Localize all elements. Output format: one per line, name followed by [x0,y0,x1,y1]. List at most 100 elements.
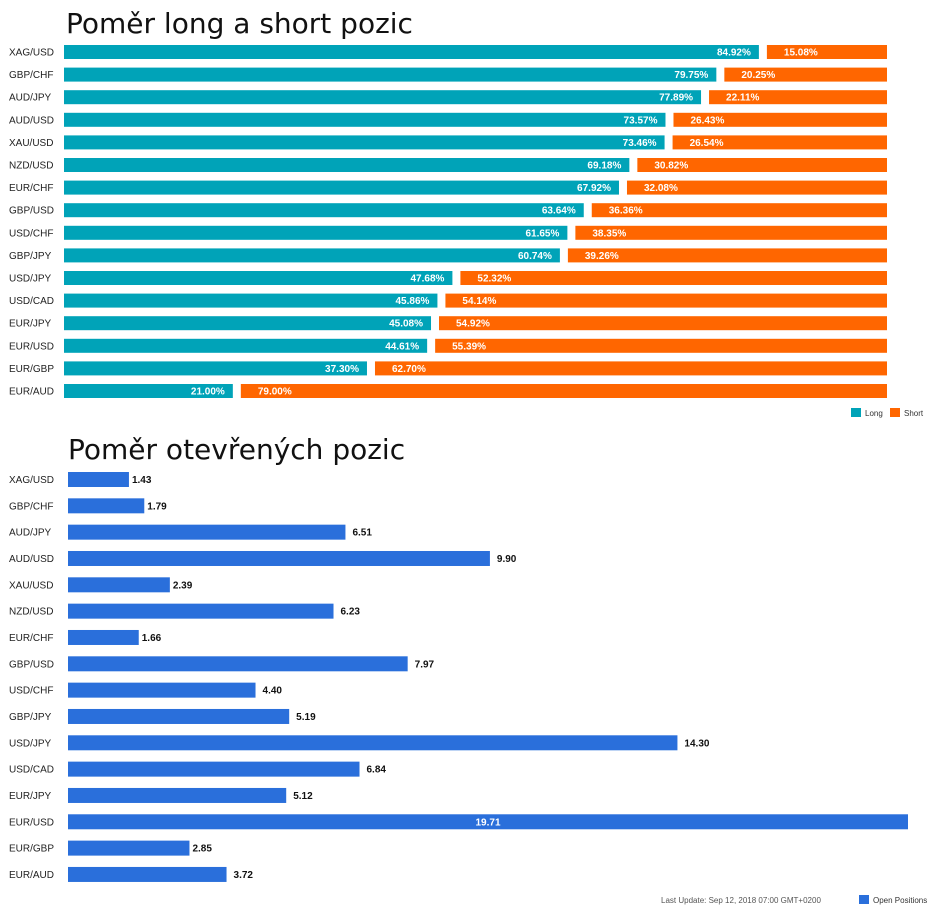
open-positions-value-label: 19.71 [475,817,500,828]
category-label: EUR/GBP [9,844,54,855]
open-positions-bar [68,498,145,514]
short-value-label: 30.82% [654,161,688,172]
open-positions-bar [68,814,908,830]
long-value-label: 73.46% [623,138,657,149]
open-positions-bar [68,840,190,856]
short-bar [435,338,887,353]
category-label: EUR/AUD [9,870,54,881]
long-value-label: 47.68% [410,274,444,285]
category-label: AUD/JPY [9,528,52,539]
category-label: EUR/JPY [9,791,52,802]
open-positions-value-label: 2.85 [192,844,212,855]
category-label: GBP/USD [9,659,54,670]
long-bar [64,271,453,285]
short-bar [709,90,887,105]
short-bar [460,271,887,285]
category-label: EUR/USD [9,341,54,352]
category-label: EUR/CHF [9,633,53,644]
category-label: GBP/JPY [9,251,52,262]
open-positions-value-label: 1.43 [132,475,152,486]
open-positions-value-label: 7.97 [415,659,435,670]
short-value-label: 55.39% [452,341,486,352]
short-value-label: 15.08% [784,48,818,59]
category-label: GBP/CHF [9,70,53,81]
short-value-label: 62.70% [392,364,426,375]
long-short-legend: Long Short [851,408,924,418]
long-bar [64,67,717,82]
short-value-label: 20.25% [741,70,775,81]
open-positions-bar [68,524,346,540]
category-label: AUD/USD [9,554,54,565]
open-positions-bar [68,682,256,698]
long-value-label: 79.75% [674,70,708,81]
open-positions-value-label: 6.84 [367,765,387,776]
long-value-label: 69.18% [587,161,621,172]
long-bar [64,384,233,398]
open-positions-bar [68,735,678,751]
category-label: NZD/USD [9,607,53,618]
legend-label-short: Short [904,409,924,418]
open-positions-bar [68,603,334,619]
open-positions-bar [68,656,408,672]
short-value-label: 39.26% [585,251,619,262]
category-label: NZD/USD [9,161,53,172]
open-positions-value-label: 3.72 [234,870,254,881]
long-bar [64,248,560,263]
category-label: GBP/CHF [9,501,53,512]
long-bar [64,316,432,331]
category-label: USD/CHF [9,686,53,697]
open-positions-bar [68,550,490,566]
short-bar [575,225,887,240]
long-value-label: 61.65% [525,228,559,239]
short-bar [445,293,887,308]
short-bar [591,203,887,218]
long-bar [64,45,759,59]
short-value-label: 52.32% [477,274,511,285]
legend-label-long: Long [865,409,883,418]
category-label: XAU/USD [9,580,53,591]
short-bar [673,112,887,127]
legend-swatch-short [890,408,900,417]
long-bar [64,225,568,240]
legend-swatch-long [851,408,861,417]
long-bar [64,158,630,172]
long-value-label: 60.74% [518,251,552,262]
short-value-label: 79.00% [258,387,292,398]
long-value-label: 73.57% [624,115,658,126]
long-bar [64,203,584,218]
short-bar [374,361,887,376]
short-value-label: 32.08% [644,183,678,194]
category-label: AUD/JPY [9,93,52,104]
category-label: USD/CAD [9,296,54,307]
long-value-label: 21.00% [191,387,225,398]
open-positions-bar [68,472,129,487]
open-positions-value-label: 4.40 [263,686,283,697]
long-value-label: 77.89% [659,93,693,104]
category-label: EUR/USD [9,817,54,828]
short-value-label: 38.35% [592,228,626,239]
open-positions-bar [68,708,290,724]
long-value-label: 45.86% [396,296,430,307]
category-label: EUR/AUD [9,387,54,398]
legend-label-open-positions: Open Positions [873,896,927,905]
open-positions-value-label: 5.12 [293,791,313,802]
open-positions-chart-title: Poměr otevřených pozic [68,433,405,466]
short-value-label: 36.36% [609,206,643,217]
short-bar [766,45,887,59]
long-bar [64,90,702,105]
open-positions-value-label: 6.23 [341,607,361,618]
open-positions-value-label: 6.51 [352,528,372,539]
long-bar [64,338,428,353]
open-positions-value-label: 2.39 [173,580,193,591]
open-positions-bar [68,577,170,593]
category-label: XAG/USD [9,475,54,486]
long-bar [64,112,666,127]
category-label: EUR/JPY [9,319,52,330]
open-positions-legend: Open Positions [859,895,927,905]
category-label: EUR/GBP [9,364,54,375]
long-value-label: 45.08% [389,319,423,330]
long-short-ratio-chart: XAG/USD 84.92% 15.08% GBP/CHF 79.75% 20.25% AU… [9,45,887,398]
short-bar [439,316,887,331]
category-label: XAU/USD [9,138,53,149]
long-value-label: 84.92% [717,48,751,59]
